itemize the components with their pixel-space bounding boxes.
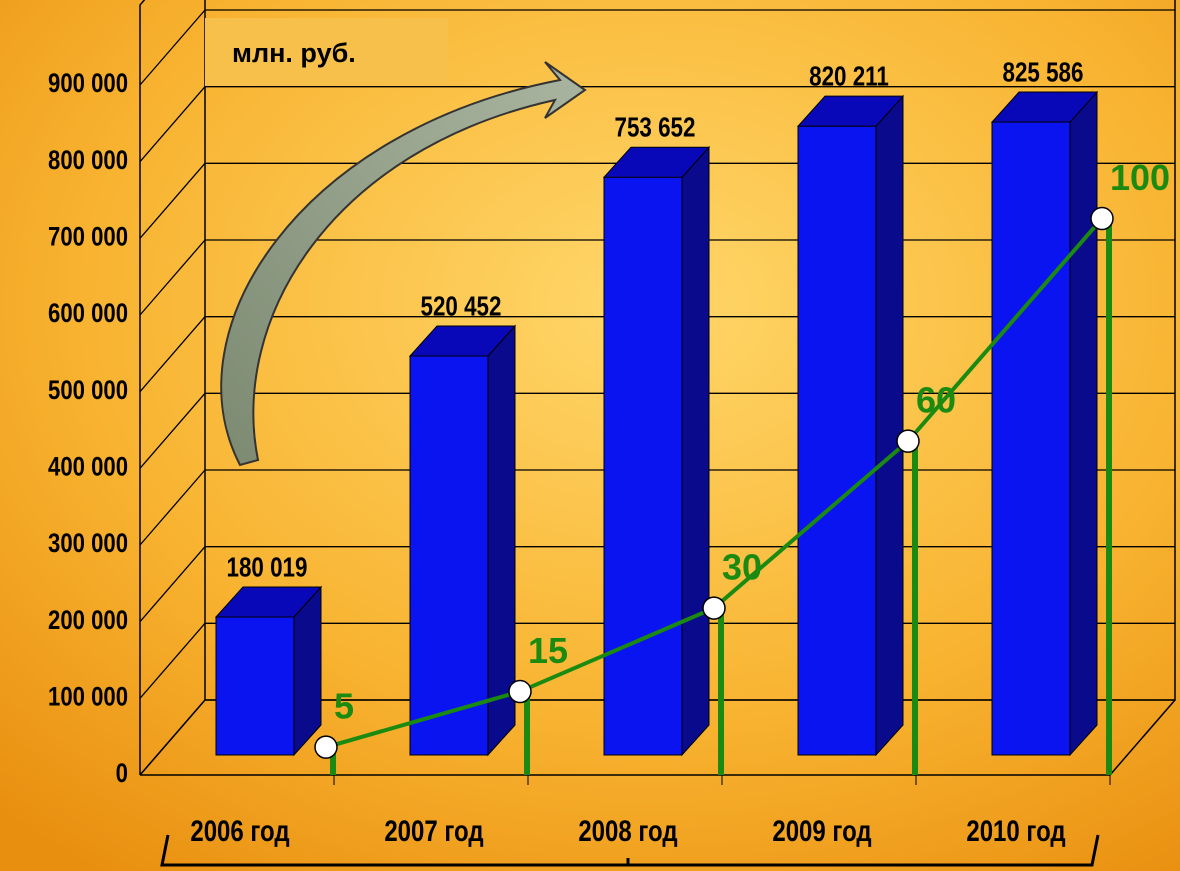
bar: [797, 125, 877, 756]
line-value-label: 100: [1110, 157, 1170, 198]
bar-top: [602, 146, 711, 178]
value-label: 180 019: [227, 552, 308, 583]
line-point: [702, 596, 726, 620]
value-label: 825 586: [1003, 57, 1084, 88]
line-point: [896, 429, 920, 453]
bar-side: [681, 145, 710, 757]
growth-arrow: [220, 61, 587, 467]
x-tick-label: 2008 год: [578, 813, 677, 847]
bar-top: [408, 325, 517, 357]
line-point: [508, 679, 532, 704]
x-tick-label: 2010 год: [966, 813, 1065, 847]
bar: [215, 616, 295, 756]
y-tick-label: 0: [116, 759, 128, 789]
line-point: [314, 735, 338, 759]
plot: 180 019 520 452 753 652 820 211 825 586 5 15 30…: [190, 57, 1170, 847]
value-label: 820 211: [809, 61, 889, 92]
line-point: [1090, 206, 1114, 231]
bar-top: [990, 91, 1099, 123]
unit-label: млн. руб.: [232, 38, 356, 68]
unit-box: [205, 18, 448, 86]
bracket: [160, 834, 1100, 867]
line-value-label: 15: [528, 630, 568, 671]
y-tick-label: 100 000: [48, 682, 128, 712]
y-tick-label: 400 000: [48, 452, 128, 482]
bar: [991, 121, 1071, 756]
y-tick-label: 200 000: [48, 606, 128, 636]
y-tick-label: 900 000: [48, 69, 128, 99]
bar-top: [214, 586, 323, 618]
grid-line: [139, 9, 1175, 86]
bar-side: [875, 94, 904, 757]
bar-side: [1069, 90, 1098, 757]
y-tick-label: 500 000: [48, 376, 128, 406]
bar: [603, 176, 683, 756]
line-value-label: 5: [334, 686, 354, 727]
line-value-label: 30: [722, 547, 762, 588]
x-tick-label: 2006 год: [190, 813, 289, 847]
bar-top: [796, 95, 905, 127]
x-tick-label: 2007 год: [384, 813, 483, 847]
value-label: 520 452: [421, 291, 502, 322]
line-value-label: 60: [916, 380, 956, 421]
plot-walls: 0 100 000 200 000 300 000 400 000 500 000 600 …: [48, 0, 1176, 789]
y-tick-label: 800 000: [48, 146, 128, 176]
bar: [409, 355, 489, 756]
x-tick-label: 2009 год: [772, 813, 871, 847]
grid-line: [139, 86, 1175, 163]
value-label: 753 652: [615, 112, 696, 143]
y-tick-label: 300 000: [48, 529, 128, 559]
y-tick-label: 700 000: [48, 222, 128, 252]
y-tick-label: 600 000: [48, 299, 128, 329]
